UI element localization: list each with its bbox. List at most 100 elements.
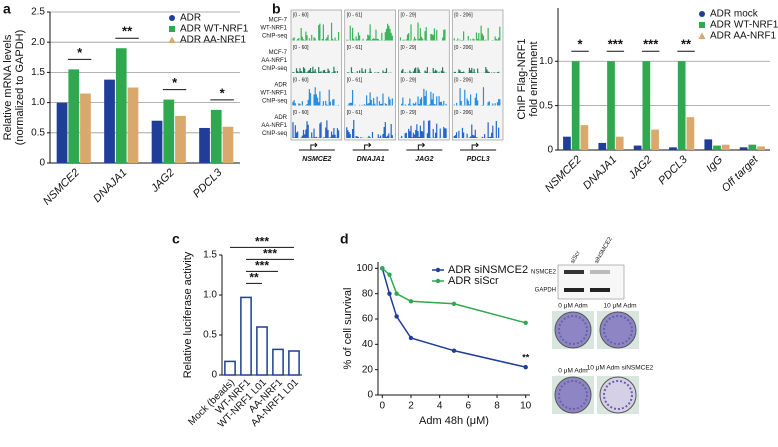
track-signal [453,120,501,138]
bar [210,109,222,163]
data-point [523,320,528,325]
y-tick-label: 1.0 [31,97,45,108]
legend-label: ADR WT-NRF1 [180,24,249,35]
legend-marker [168,36,176,43]
bar [721,144,730,150]
track-signal [399,67,447,73]
track-label: WT-NRF1 [260,91,287,97]
gene-arrow [298,142,335,151]
track-range: [0 - 29] [401,77,417,83]
data-point [387,291,392,296]
bar [677,61,686,150]
bar [669,147,677,150]
gene-label: PDCL3 [467,156,490,163]
gene-label: JAG2 [415,156,433,163]
panel-letter: d [340,231,349,247]
significance-label: *** [643,37,659,52]
track-signal [399,88,447,106]
panel-letter: a [3,1,11,17]
track-signal [346,119,393,138]
y-tick-label: 1.5 [203,250,217,261]
y-tick-label: 60 [362,314,374,325]
colony-plate [599,311,637,349]
track-label: AA-NRF1 [261,58,287,64]
significance-label: *** [608,37,624,52]
data-point [387,272,392,277]
track-label: ChIP-seq [262,66,287,72]
legend-label: ADR WT-NRF1 [710,20,778,31]
track-label: AA-NRF1 [261,123,287,129]
legend-label: ADR AA-NRF1 [180,35,247,46]
gene-label: NSMCE2 [302,156,331,163]
panel-letter: c [172,231,180,247]
data-point [408,335,414,341]
bar [686,117,695,150]
colony-label: 10 μM Adm siNSMCE2 [587,365,654,372]
data-point [451,348,457,353]
track-label: ChIP-seq [262,131,287,137]
significance-label: * [577,37,583,52]
track-range: [0 - 206] [454,45,473,51]
y-tick-label: 100 [356,263,373,274]
significance-label: ** [249,271,259,285]
track-signal [292,120,340,138]
axis-frame [377,262,530,396]
significance-label: *** [263,247,277,261]
y-tick-label: 0 [39,158,45,169]
bar [598,142,607,150]
colony-inner [603,380,633,410]
colony-label: 10 μM Adm [603,303,636,310]
track-range: [0 - 61] [347,77,363,83]
legend-label: ADR siNSMCE2 [448,264,528,276]
track-signal [346,23,393,41]
track-signal [292,87,340,106]
track-range: [0 - 61] [347,110,363,116]
bar [713,145,721,150]
track-range: [0 - 29] [401,12,417,18]
y-tick-label: 20 [362,364,374,375]
track-range: [0 - 60] [293,110,309,116]
bar [272,348,284,376]
blot-band [590,270,610,274]
track-range: [0 - 29] [401,45,417,51]
significance-label: ** [122,24,133,39]
blot-band [564,288,584,292]
bar [739,147,748,150]
x-tick-label: DNAJA1 [91,167,129,205]
bar [642,61,651,150]
track-range: [0 - 60] [293,77,309,83]
axis-frame [557,8,770,151]
x-tick-label: 10 [520,401,532,412]
y-tick-label: 2.0 [31,37,45,48]
y-tick-label: 2.5 [31,7,45,18]
bar [163,99,175,163]
bar [222,126,234,163]
bar [288,350,300,376]
track-signal [346,89,393,106]
x-tick-label: PDCL3 [191,166,225,200]
blot-lane-label: siNSMCE2 [594,236,614,265]
track-label: ADR [274,115,287,121]
y-tick-label: 0 [211,370,217,381]
bar [240,296,252,376]
colony-inner [558,315,588,345]
x-tick-label: IgG [704,153,725,174]
x-tick-label: Off target [720,153,762,195]
bar [127,87,139,163]
gene-arrow [406,142,443,151]
y-axis-label: % of cell survival [342,288,354,370]
significance-label: *** [255,259,269,273]
y-tick-label: 1.0 [203,290,217,301]
track-signal [346,67,393,73]
bar [651,129,659,150]
bar [704,139,713,150]
legend-label: ADR siScr [448,275,499,287]
blot-row-label: GAPDH [535,288,556,294]
y-axis-label: fold enrichment [528,41,540,116]
x-tick-label: 0 [380,401,386,412]
y-axis-label: ChIP Flag-NRF1 [516,38,528,119]
x-tick-label: JAG2 [148,167,177,196]
data-point [394,291,399,296]
colony-inner [603,315,633,345]
